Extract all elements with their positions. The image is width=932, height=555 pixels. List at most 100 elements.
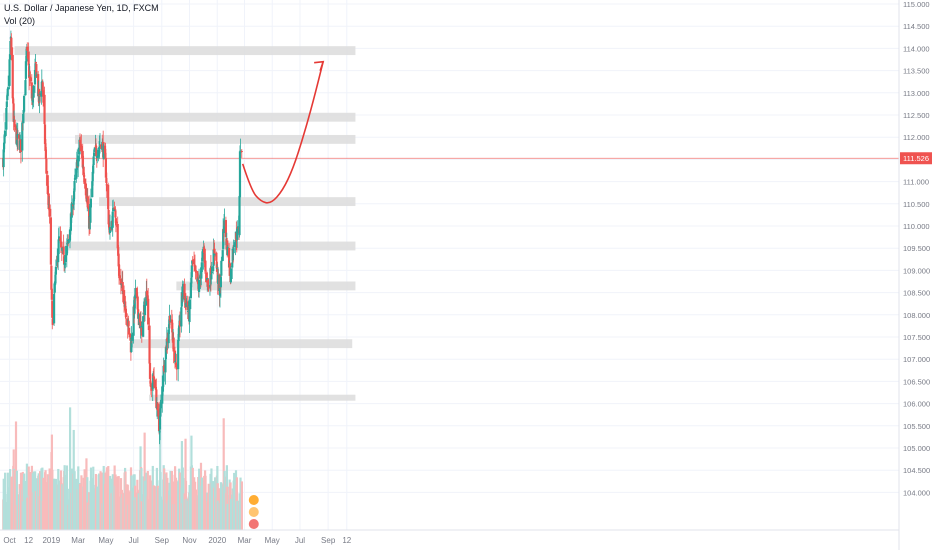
candle-body — [149, 385, 152, 388]
candle-body — [127, 327, 131, 335]
candle-body — [136, 296, 139, 310]
candle-body — [45, 158, 48, 174]
candle-body — [213, 253, 217, 255]
volume-bar — [29, 497, 32, 530]
candle-body — [21, 122, 24, 151]
volume-bar — [159, 496, 163, 530]
candle-body — [222, 226, 226, 234]
candle-body — [164, 347, 167, 360]
candle-body — [201, 257, 204, 262]
candle-body — [98, 146, 101, 148]
volume-bar — [25, 463, 29, 530]
price-tick-label: 106.500 — [903, 377, 930, 386]
candle-body — [189, 282, 192, 299]
candle-body — [145, 290, 148, 299]
volume-bar — [178, 472, 182, 530]
volume-bar — [146, 470, 149, 530]
time-tick-label: Jul — [295, 536, 305, 545]
candle-body — [226, 247, 229, 256]
volume-bar — [166, 477, 169, 530]
candle-body — [49, 217, 53, 265]
candles — [2, 30, 243, 445]
candle-body — [148, 325, 151, 364]
candle-body — [124, 308, 127, 318]
volume-bar — [204, 475, 207, 530]
volume-bar — [239, 477, 242, 530]
candle-body — [40, 90, 43, 97]
candle-body — [51, 301, 54, 318]
candle-body — [24, 61, 28, 79]
volume-bar — [220, 483, 223, 530]
volume-bar — [131, 487, 134, 530]
candle-body — [207, 286, 210, 289]
candle-body — [112, 208, 115, 211]
candle-body — [65, 245, 68, 256]
support-resistance-zone — [149, 394, 356, 401]
candle-body — [137, 309, 140, 319]
time-tick-label: Nov — [182, 536, 196, 545]
candle-body — [22, 95, 26, 112]
candle-body — [130, 337, 133, 353]
candle-body — [57, 239, 60, 254]
volume-bar — [137, 493, 140, 530]
candle-body — [184, 296, 187, 300]
candle-body — [73, 177, 77, 180]
candle-body — [105, 178, 108, 183]
candle-body — [117, 254, 120, 267]
volume-bar — [93, 488, 96, 530]
volume-bar — [121, 493, 124, 530]
candle-body — [82, 174, 86, 177]
volume-bar — [226, 504, 229, 530]
candle-body — [72, 204, 75, 206]
candle-body — [123, 304, 126, 307]
candle-body — [5, 101, 8, 108]
candle-body — [147, 298, 150, 325]
volume-bar — [150, 480, 153, 530]
volume-bar — [134, 497, 137, 530]
candle-body — [73, 180, 76, 191]
candle-body — [119, 278, 122, 285]
candle-body — [50, 265, 53, 290]
price-tick-label: 106.000 — [903, 400, 930, 409]
volume-bar — [233, 472, 236, 530]
volume-bar — [240, 481, 243, 530]
candle-body — [52, 294, 56, 324]
candle-body — [60, 241, 63, 247]
candle-body — [216, 268, 219, 270]
volume-bar — [140, 468, 143, 530]
candle-body — [34, 62, 38, 64]
volume-bar — [210, 498, 213, 530]
volume-bar — [156, 485, 159, 530]
candle-body — [97, 147, 101, 150]
candle-body — [162, 365, 165, 382]
candle-body — [5, 107, 8, 130]
candle-body — [84, 183, 88, 196]
candle-body — [61, 247, 64, 251]
candle-body — [212, 266, 215, 272]
candle-body — [142, 316, 145, 337]
candle-body — [236, 228, 239, 240]
candle-body — [69, 213, 73, 231]
sr-zones — [3, 46, 356, 401]
candle-body — [175, 364, 178, 368]
volume-bar — [10, 476, 13, 530]
candle-body — [10, 37, 13, 56]
candle-body — [103, 145, 107, 154]
candle-body — [188, 299, 191, 323]
candle-body — [37, 74, 40, 97]
candle-body — [2, 142, 6, 150]
price-tick-label: 113.000 — [903, 89, 930, 98]
price-tick-label: 112.000 — [903, 133, 930, 142]
candle-body — [164, 359, 167, 373]
candle-body — [32, 85, 35, 98]
candle-body — [104, 152, 107, 159]
volume-bar — [118, 499, 121, 530]
volume-indicator-label: Vol (20) — [4, 16, 36, 26]
candle-body — [64, 254, 67, 263]
price-tick-label: 107.500 — [903, 333, 930, 342]
candle-body — [91, 181, 94, 198]
candle-body — [194, 270, 197, 272]
volume-bar — [236, 500, 239, 530]
